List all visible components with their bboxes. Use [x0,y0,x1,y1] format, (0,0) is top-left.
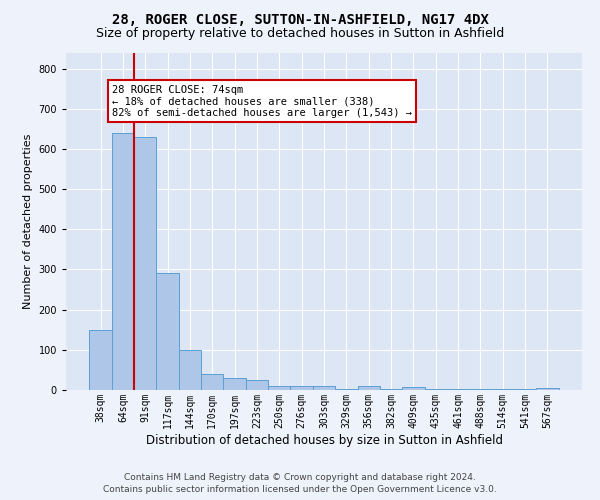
X-axis label: Distribution of detached houses by size in Sutton in Ashfield: Distribution of detached houses by size … [146,434,503,446]
Bar [425,389,447,390]
Bar [514,389,536,390]
Bar [402,387,425,390]
Bar [246,380,268,390]
Bar [89,330,112,390]
Bar [335,389,358,390]
Bar [268,386,290,390]
Bar [112,133,134,390]
Bar [290,386,313,390]
Bar [313,386,335,390]
Bar [358,386,380,390]
Text: 28, ROGER CLOSE, SUTTON-IN-ASHFIELD, NG17 4DX: 28, ROGER CLOSE, SUTTON-IN-ASHFIELD, NG1… [112,12,488,26]
Bar [447,389,469,390]
Bar [134,137,157,390]
Text: Size of property relative to detached houses in Sutton in Ashfield: Size of property relative to detached ho… [96,28,504,40]
Bar [157,274,179,390]
Text: Contains HM Land Registry data © Crown copyright and database right 2024.
Contai: Contains HM Land Registry data © Crown c… [103,472,497,494]
Bar [469,389,491,390]
Text: 28 ROGER CLOSE: 74sqm
← 18% of detached houses are smaller (338)
82% of semi-det: 28 ROGER CLOSE: 74sqm ← 18% of detached … [112,84,412,118]
Bar [380,389,402,390]
Bar [223,378,246,390]
Bar [179,350,201,390]
Bar [536,388,559,390]
Bar [491,389,514,390]
Bar [201,374,223,390]
Y-axis label: Number of detached properties: Number of detached properties [23,134,33,309]
